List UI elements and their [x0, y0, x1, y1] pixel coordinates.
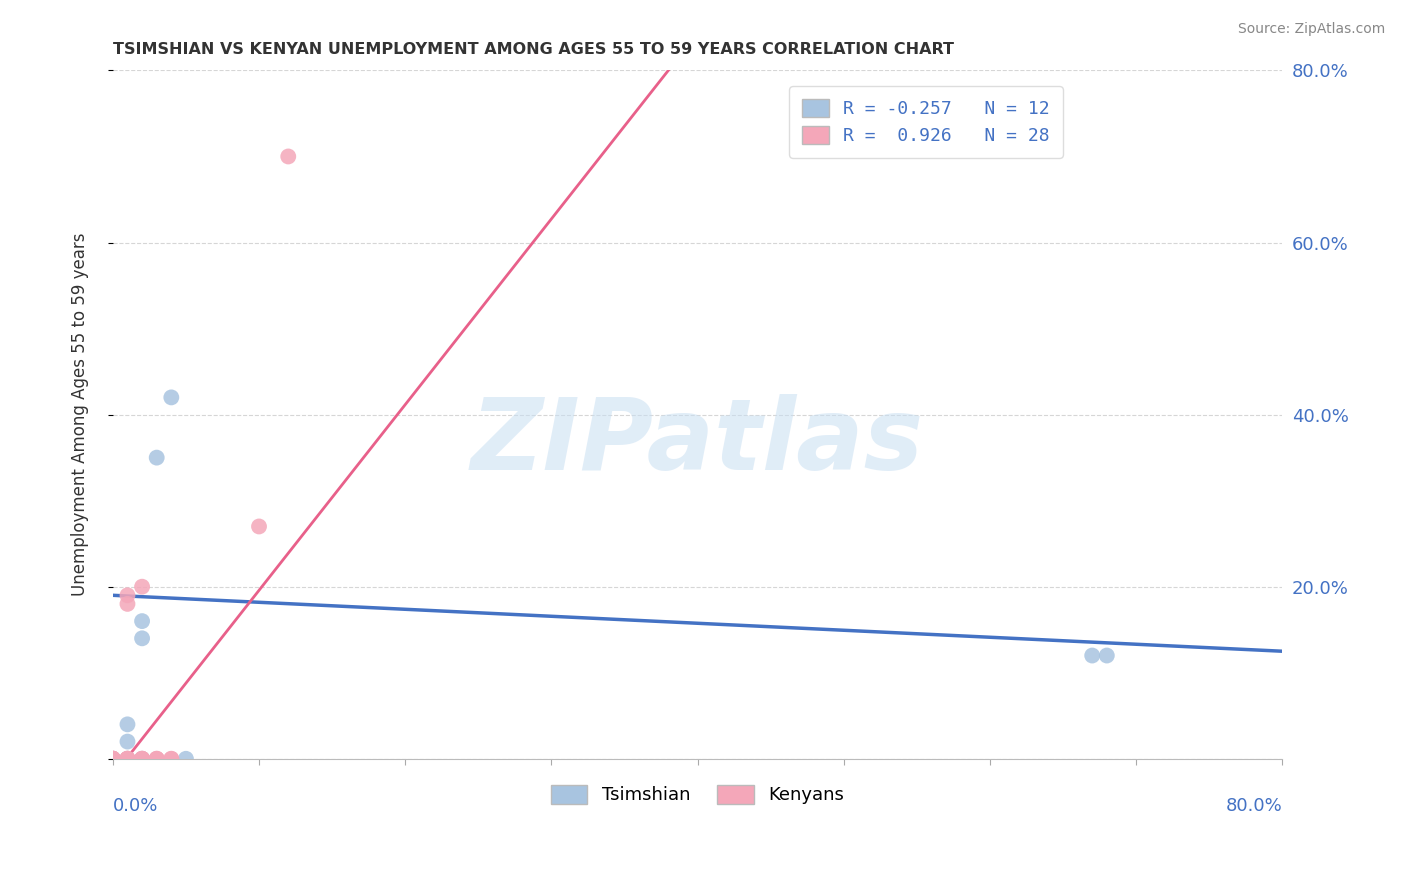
Point	[117, 597, 139, 611]
Point	[117, 752, 139, 766]
Point	[117, 752, 139, 766]
Point	[174, 752, 197, 766]
Text: 0.0%: 0.0%	[112, 797, 159, 814]
Point	[277, 149, 299, 163]
Point	[101, 752, 124, 766]
Text: TSIMSHIAN VS KENYAN UNEMPLOYMENT AMONG AGES 55 TO 59 YEARS CORRELATION CHART: TSIMSHIAN VS KENYAN UNEMPLOYMENT AMONG A…	[112, 42, 953, 57]
Point	[145, 752, 167, 766]
Point	[145, 450, 167, 465]
Point	[101, 752, 124, 766]
Point	[117, 588, 139, 602]
Point	[131, 752, 153, 766]
Point	[117, 752, 139, 766]
Text: ZIPatlas: ZIPatlas	[471, 393, 924, 491]
Point	[101, 752, 124, 766]
Point	[247, 519, 270, 533]
Text: Source: ZipAtlas.com: Source: ZipAtlas.com	[1237, 22, 1385, 37]
Point	[101, 752, 124, 766]
Point	[131, 580, 153, 594]
Point	[160, 391, 183, 405]
Y-axis label: Unemployment Among Ages 55 to 59 years: Unemployment Among Ages 55 to 59 years	[72, 233, 89, 597]
Point	[131, 632, 153, 646]
Point	[117, 734, 139, 748]
Point	[160, 752, 183, 766]
Point	[1081, 648, 1104, 663]
Point	[131, 752, 153, 766]
Point	[117, 752, 139, 766]
Point	[131, 752, 153, 766]
Point	[101, 752, 124, 766]
Point	[101, 752, 124, 766]
Point	[101, 752, 124, 766]
Point	[160, 752, 183, 766]
Point	[131, 614, 153, 628]
Point	[101, 752, 124, 766]
Point	[131, 752, 153, 766]
Point	[117, 752, 139, 766]
Point	[145, 752, 167, 766]
Point	[1095, 648, 1118, 663]
Text: 80.0%: 80.0%	[1226, 797, 1282, 814]
Point	[131, 752, 153, 766]
Point	[117, 752, 139, 766]
Legend: Tsimshian, Kenyans: Tsimshian, Kenyans	[544, 778, 851, 812]
Point	[101, 752, 124, 766]
Point	[101, 752, 124, 766]
Point	[145, 752, 167, 766]
Point	[117, 717, 139, 731]
